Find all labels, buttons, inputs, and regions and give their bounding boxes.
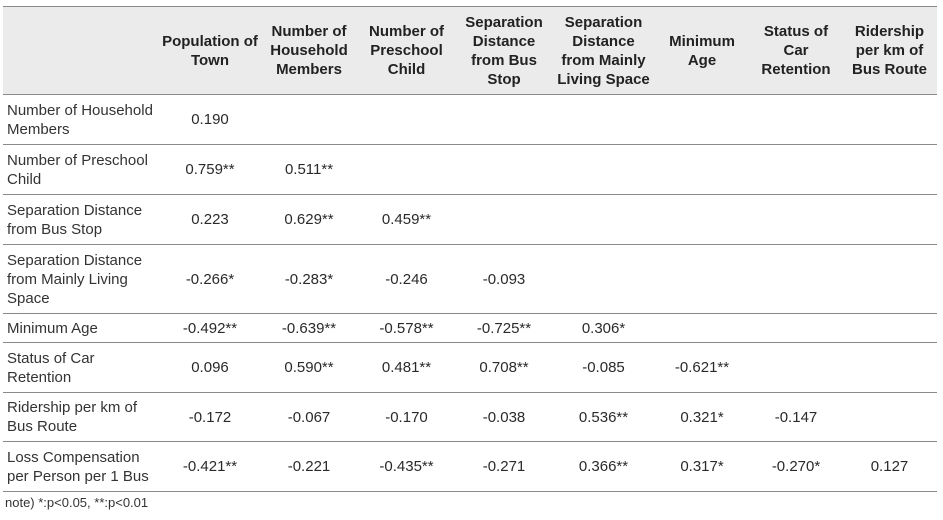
table-cell: [358, 144, 455, 195]
table-cell: [455, 144, 553, 195]
table-cell: 0.190: [160, 94, 260, 145]
table-cell: -0.221: [260, 441, 358, 492]
column-header: Ridership per km of Bus Route: [852, 23, 927, 78]
table-cell: -0.067: [260, 392, 358, 442]
column-header: Status of Car Retention: [761, 23, 831, 78]
table-cell: -0.578**: [358, 313, 455, 343]
table-cell: -0.147: [750, 392, 842, 442]
table-cell: [750, 194, 842, 245]
table-cell: -0.085: [553, 342, 654, 393]
table-cell: 0.223: [160, 194, 260, 245]
row-label: Number of Household Members: [3, 94, 160, 145]
table-cell: [842, 392, 937, 442]
column-header: Separation Distance from Bus Stop: [465, 13, 543, 88]
table-row: Minimum Age -0.492** -0.639** -0.578** -…: [3, 313, 937, 343]
table-cell: 0.306*: [553, 313, 654, 343]
table-cell: -0.421**: [160, 441, 260, 492]
table-cell: [750, 144, 842, 195]
column-header: Number of Household Members: [270, 23, 348, 78]
table-cell: 0.708**: [455, 342, 553, 393]
table-cell: [842, 194, 937, 245]
table-row: Ridership per km of Bus Route -0.172 -0.…: [3, 392, 937, 442]
column-header: Number of Preschool Child: [369, 23, 444, 78]
table-cell: -0.093: [455, 244, 553, 314]
row-label: Ridership per km of Bus Route: [3, 392, 160, 442]
table-cell: -0.621**: [654, 342, 750, 393]
table-cell: [358, 94, 455, 145]
table-cell: -0.270*: [750, 441, 842, 492]
table-row: Number of Preschool Child 0.759** 0.511*…: [3, 144, 937, 195]
table-cell: [750, 313, 842, 343]
table-cell: 0.317*: [654, 441, 750, 492]
column-header: Separation Distance from Mainly Living S…: [557, 13, 650, 88]
table-cell: [553, 194, 654, 245]
table-cell: [553, 244, 654, 314]
table-cell: 0.536**: [553, 392, 654, 442]
table-cell: 0.459**: [358, 194, 455, 245]
table-cell: 0.096: [160, 342, 260, 393]
table-cell: [654, 244, 750, 314]
table-row: Number of Household Members 0.190: [3, 94, 937, 145]
table-cell: [455, 94, 553, 145]
table-row: Loss Compensation per Person per 1 Bus -…: [3, 441, 937, 492]
table-cell: [553, 144, 654, 195]
header-row: Population of Town Number of Household M…: [3, 6, 937, 95]
table-cell: 0.481**: [358, 342, 455, 393]
row-label: Separation Distance from Mainly Living S…: [3, 244, 160, 314]
table-row: Status of Car Retention 0.096 0.590** 0.…: [3, 342, 937, 393]
table-cell: 0.511**: [260, 144, 358, 195]
column-header: Population of Town: [162, 32, 258, 69]
table-cell: [750, 244, 842, 314]
table-row: Separation Distance from Mainly Living S…: [3, 244, 937, 314]
table-cell: -0.172: [160, 392, 260, 442]
column-header: Minimum Age: [669, 32, 735, 69]
table-cell: -0.725**: [455, 313, 553, 343]
table-cell: [842, 94, 937, 145]
table-header: Population of Town Number of Household M…: [3, 6, 937, 95]
table-cell: [654, 144, 750, 195]
table-cell: -0.492**: [160, 313, 260, 343]
row-label: Separation Distance from Bus Stop: [3, 194, 160, 245]
table-cell: -0.170: [358, 392, 455, 442]
table-cell: -0.283*: [260, 244, 358, 314]
table-cell: [842, 313, 937, 343]
table-cell: 0.629**: [260, 194, 358, 245]
table-cell: [260, 94, 358, 145]
row-label: Status of Car Retention: [3, 342, 160, 393]
table-cell: -0.266*: [160, 244, 260, 314]
table-cell: -0.246: [358, 244, 455, 314]
table-cell: [842, 144, 937, 195]
table-cell: [750, 342, 842, 393]
table-cell: [654, 313, 750, 343]
table-cell: 0.759**: [160, 144, 260, 195]
correlation-table-container: Population of Town Number of Household M…: [3, 6, 937, 492]
table-body: Number of Household Members 0.190 Number…: [3, 94, 937, 492]
table-cell: [654, 94, 750, 145]
table-cell: [842, 244, 937, 314]
significance-note: note) *:p<0.05, **:p<0.01: [5, 495, 149, 510]
table-cell: -0.639**: [260, 313, 358, 343]
table-cell: -0.038: [455, 392, 553, 442]
table-cell: -0.435**: [358, 441, 455, 492]
table-cell: [842, 342, 937, 393]
table-cell: 0.590**: [260, 342, 358, 393]
row-label: Minimum Age: [3, 313, 160, 343]
table-cell: [553, 94, 654, 145]
row-label: Number of Preschool Child: [3, 144, 160, 195]
row-label: Loss Compensation per Person per 1 Bus: [3, 441, 160, 492]
table-cell: [750, 94, 842, 145]
correlation-table: Population of Town Number of Household M…: [3, 6, 937, 492]
table-row: Separation Distance from Bus Stop 0.223 …: [3, 194, 937, 245]
header-corner: [3, 7, 160, 95]
table-cell: [654, 194, 750, 245]
table-cell: 0.127: [842, 441, 937, 492]
table-cell: 0.366**: [553, 441, 654, 492]
table-cell: 0.321*: [654, 392, 750, 442]
table-cell: -0.271: [455, 441, 553, 492]
table-cell: [455, 194, 553, 245]
